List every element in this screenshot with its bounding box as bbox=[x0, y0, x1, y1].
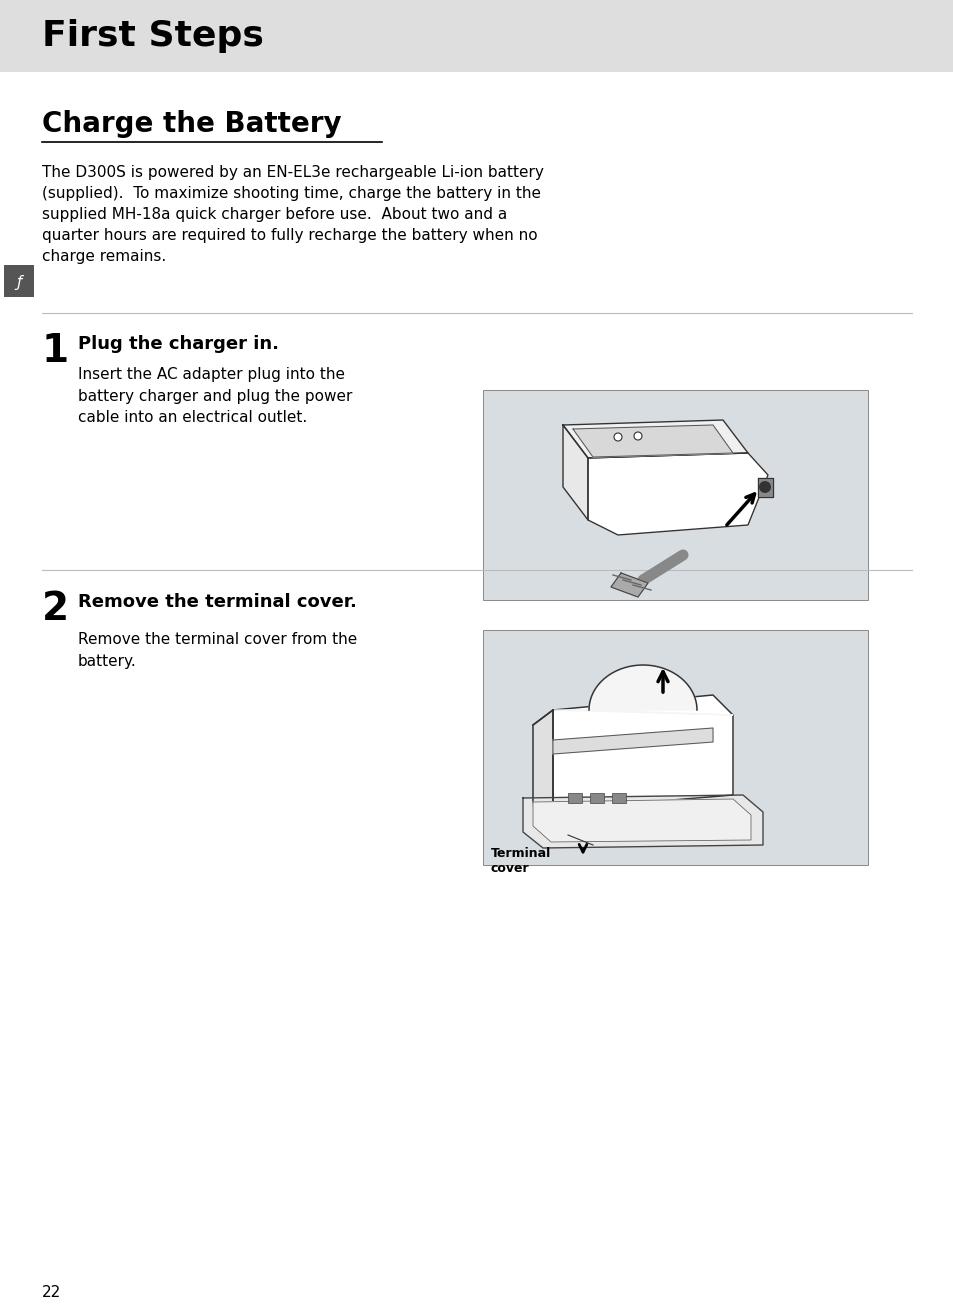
Polygon shape bbox=[553, 665, 732, 715]
Polygon shape bbox=[533, 799, 750, 842]
Polygon shape bbox=[573, 424, 732, 457]
Polygon shape bbox=[587, 453, 767, 535]
Text: First Steps: First Steps bbox=[42, 18, 264, 53]
Text: 2: 2 bbox=[42, 590, 69, 628]
Bar bbox=[482, 390, 867, 600]
Bar bbox=[567, 794, 581, 803]
Text: The D300S is powered by an EN-EL3e rechargeable Li-ion battery
(supplied).  To m: The D300S is powered by an EN-EL3e recha… bbox=[42, 166, 543, 264]
Bar bbox=[0, 0, 953, 72]
Polygon shape bbox=[758, 478, 772, 497]
Polygon shape bbox=[553, 728, 712, 754]
Bar bbox=[4, 265, 34, 297]
Text: Plug the charger in.: Plug the charger in. bbox=[78, 335, 278, 353]
Text: Charge the Battery: Charge the Battery bbox=[42, 110, 341, 138]
Text: Remove the terminal cover.: Remove the terminal cover. bbox=[78, 593, 356, 611]
Bar bbox=[482, 629, 867, 865]
Circle shape bbox=[614, 434, 621, 442]
Text: 22: 22 bbox=[42, 1285, 61, 1300]
Text: ƒ: ƒ bbox=[16, 275, 22, 289]
Bar bbox=[589, 794, 603, 803]
Polygon shape bbox=[562, 424, 587, 520]
Text: Terminal
cover: Terminal cover bbox=[491, 848, 551, 875]
Text: Remove the terminal cover from the
battery.: Remove the terminal cover from the batte… bbox=[78, 632, 356, 669]
Polygon shape bbox=[533, 710, 553, 809]
Bar bbox=[612, 794, 625, 803]
Polygon shape bbox=[562, 420, 747, 459]
Text: Insert the AC adapter plug into the
battery charger and plug the power
cable int: Insert the AC adapter plug into the batt… bbox=[78, 367, 352, 426]
Polygon shape bbox=[553, 695, 732, 809]
Polygon shape bbox=[610, 573, 647, 597]
Polygon shape bbox=[522, 795, 762, 848]
Circle shape bbox=[759, 481, 770, 493]
Text: 1: 1 bbox=[42, 332, 69, 371]
Circle shape bbox=[634, 432, 641, 440]
